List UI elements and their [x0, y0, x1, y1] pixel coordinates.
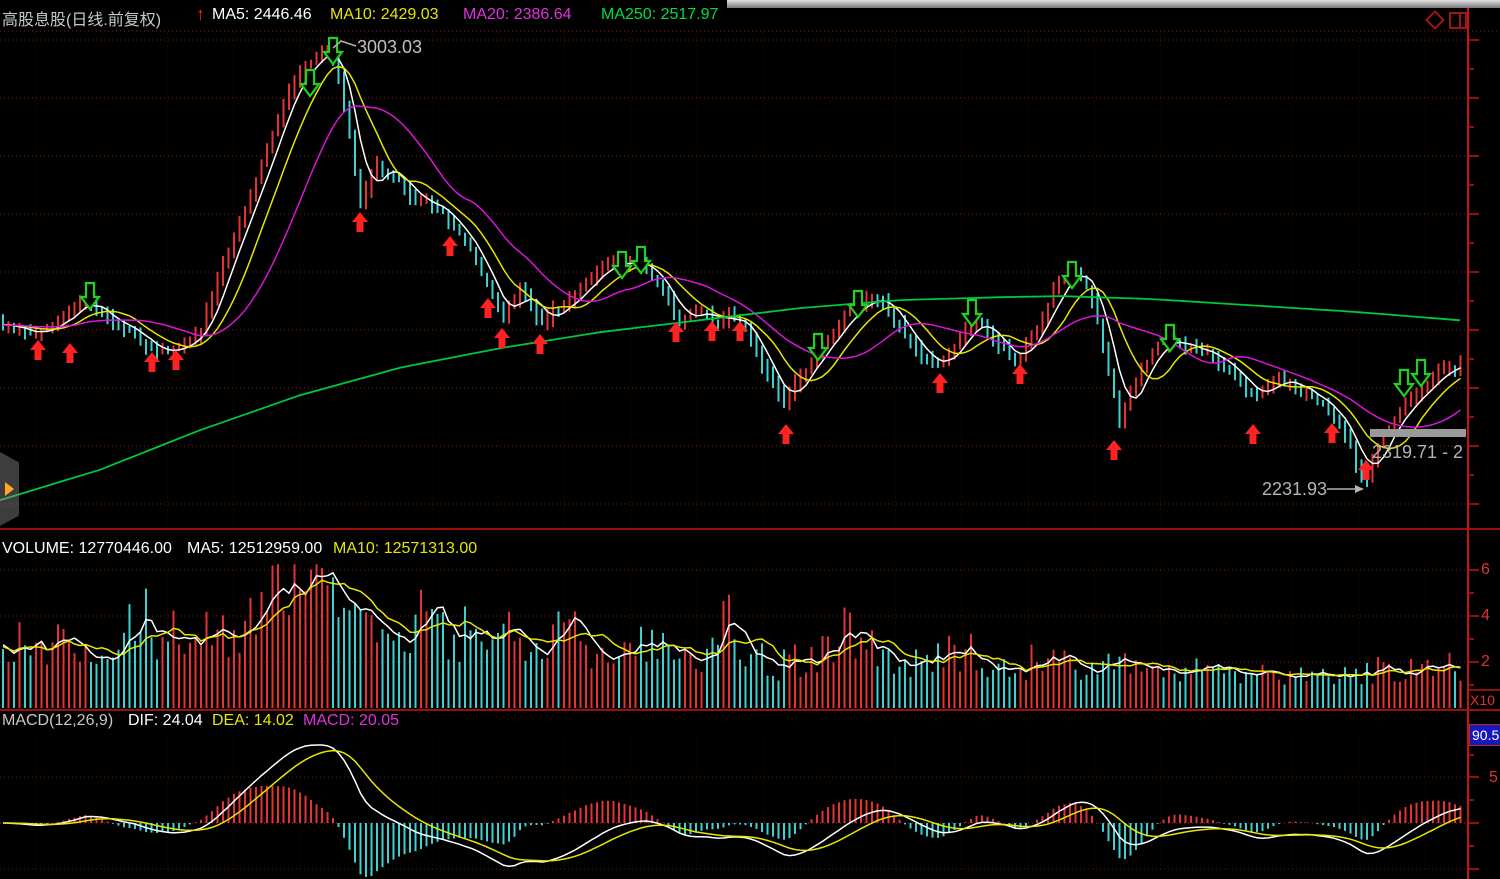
- dif-value: DIF: 24.04: [128, 712, 203, 729]
- dea-value: DEA: 14.02: [212, 712, 294, 729]
- vol-tick-6: 6: [1481, 561, 1490, 578]
- macd-tick-label: 5: [1489, 769, 1498, 786]
- vol-unit-label: X10: [1470, 692, 1495, 708]
- vol-tick-2: 2: [1481, 653, 1490, 670]
- macd-value: MACD: 20.05: [303, 712, 400, 729]
- range-label: 2319.71 - 2: [1372, 442, 1464, 462]
- trend-up-icon: ↑: [196, 4, 205, 24]
- macd-badge: 90.5: [1469, 724, 1500, 746]
- ma10-value: MA10: 2429.03: [330, 6, 439, 23]
- ma5-value: MA5: 2446.46: [212, 6, 312, 23]
- price-marker-bar: [1370, 429, 1466, 437]
- symbol-title: 高股息股(日线.前复权): [2, 12, 162, 29]
- volume-ma5: MA5: 12512959.00: [187, 540, 323, 557]
- low-price-label: 2231.93: [1262, 479, 1328, 499]
- volume-ma10: MA10: 12571313.00: [333, 540, 478, 557]
- macd-name: MACD(12,26,9): [2, 712, 114, 729]
- ma250-value: MA250: 2517.97: [601, 6, 719, 23]
- flyout-arrow-icon: [5, 482, 14, 496]
- peak-price-label: 3003.03: [357, 37, 423, 57]
- sidebar-flyout-handle[interactable]: [0, 452, 19, 526]
- ma20-value: MA20: 2386.64: [463, 6, 572, 23]
- vol-tick-4: 4: [1481, 607, 1490, 624]
- window-top-strip: [727, 0, 1500, 8]
- split-window-icon[interactable]: [1449, 12, 1467, 29]
- split-window-divider: [1451, 14, 1462, 27]
- volume-value: VOLUME: 12770446.00: [2, 540, 172, 557]
